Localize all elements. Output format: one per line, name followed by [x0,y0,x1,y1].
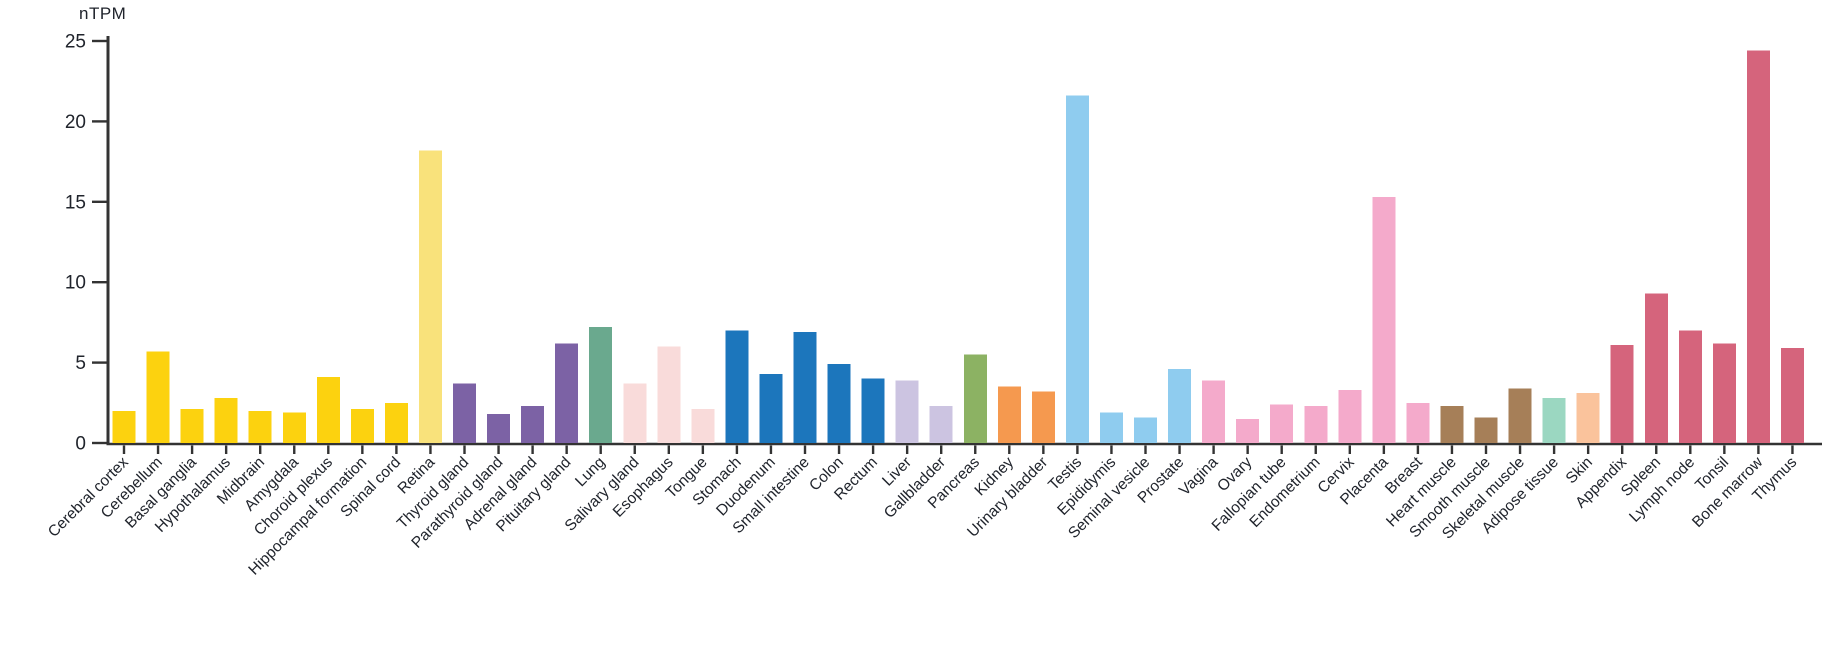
bar-gallbladder[interactable] [929,406,953,443]
bar-tonsil[interactable] [1712,343,1736,443]
y-tick-label: 25 [65,32,86,53]
bar-esophagus[interactable] [657,346,681,443]
bar-placenta[interactable] [1372,196,1396,443]
bar-epididymis[interactable] [1099,412,1123,443]
bar-breast[interactable] [1406,402,1430,443]
bar-lung[interactable] [589,327,613,443]
bar-urinary-bladder[interactable] [1031,391,1055,443]
bar-bone-marrow[interactable] [1746,50,1770,443]
y-tick-label: 5 [75,353,86,374]
bar-duodenum[interactable] [759,373,783,443]
bar-spinal-cord[interactable] [384,402,408,443]
bar-rectum[interactable] [861,378,885,443]
bar-fallopian-tube[interactable] [1270,404,1294,443]
bar-cerebral-cortex[interactable] [112,410,136,443]
bar-prostate[interactable] [1168,369,1192,443]
bar-lymph-node[interactable] [1678,330,1702,443]
bar-spleen[interactable] [1644,293,1668,443]
bar-skin[interactable] [1576,393,1600,443]
bar-testis[interactable] [1065,95,1089,443]
bar-kidney[interactable] [997,386,1021,443]
y-tick-label: 10 [65,273,86,294]
y-tick-label: 20 [65,112,86,133]
bar-vagina[interactable] [1202,380,1226,443]
x-label-vagina[interactable]: Vagina [1176,454,1222,500]
bar-hypothalamus[interactable] [214,397,238,443]
bar-thyroid-gland[interactable] [453,383,476,443]
bar-basal-ganglia[interactable] [180,409,204,443]
bar-small-intestine[interactable] [793,332,817,443]
bar-amygdala[interactable] [282,412,306,443]
bar-retina[interactable] [418,150,442,443]
y-tick-label: 0 [75,434,86,455]
bar-heart-muscle[interactable] [1440,406,1464,443]
bar-skeletal-muscle[interactable] [1508,388,1532,443]
bar-ovary[interactable] [1236,418,1260,443]
bar-parathyroid-gland[interactable] [487,414,511,443]
bar-midbrain[interactable] [248,410,272,443]
bar-colon[interactable] [827,364,851,443]
bar-adrenal-gland[interactable] [521,406,545,443]
bar-stomach[interactable] [725,330,749,443]
bar-adipose-tissue[interactable] [1542,397,1566,443]
bar-smooth-muscle[interactable] [1474,417,1498,443]
bar-cerebellum[interactable] [146,351,170,443]
bar-salivary-gland[interactable] [623,383,647,443]
y-axis-title: nTPM [79,4,127,23]
bar-hippocampal-formation[interactable] [350,409,374,443]
bar-liver[interactable] [895,380,919,443]
bar-choroid-plexus[interactable] [316,377,340,443]
bar-appendix[interactable] [1610,344,1634,443]
y-tick-label: 15 [65,192,86,213]
bar-seminal-vesicle[interactable] [1134,417,1157,443]
bar-pancreas[interactable] [963,354,987,443]
bar-thymus[interactable] [1780,348,1804,443]
bar-cervix[interactable] [1338,389,1362,443]
bar-tongue[interactable] [691,409,715,443]
bar-endometrium[interactable] [1304,406,1328,443]
bar-pituitary-gland[interactable] [555,343,579,443]
